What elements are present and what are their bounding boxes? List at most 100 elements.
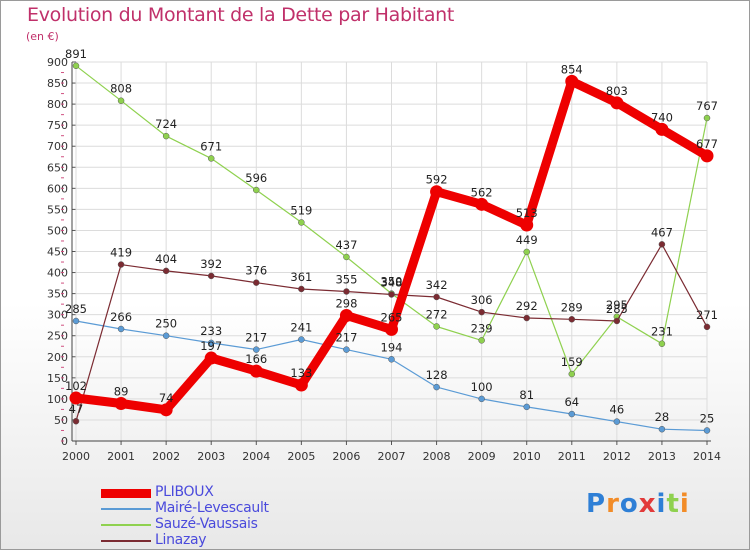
data-label-3-7: 348 xyxy=(381,275,403,289)
data-label-0-10: 513 xyxy=(516,206,538,220)
data-label-0-12: 803 xyxy=(606,84,628,98)
data-point-1-7 xyxy=(388,356,395,363)
data-label-3-6: 355 xyxy=(335,273,357,287)
data-label-3-9: 306 xyxy=(471,293,493,307)
data-label-2-3: 671 xyxy=(200,139,222,153)
data-point-1-10 xyxy=(523,403,530,411)
data-label-3-12: 285 xyxy=(606,302,628,316)
legend-swatch xyxy=(101,540,151,542)
data-label-1-4: 217 xyxy=(245,331,267,345)
data-point-2-14 xyxy=(703,114,711,122)
logo-letter: t xyxy=(666,489,680,519)
data-point-2-5 xyxy=(298,219,305,226)
data-point-0-6 xyxy=(339,309,353,323)
data-point-3-12 xyxy=(613,317,621,325)
data-point-0-3 xyxy=(204,351,218,365)
data-point-1-13 xyxy=(658,425,666,433)
data-point-1-8 xyxy=(433,383,440,391)
data-label-1-11: 64 xyxy=(564,395,579,409)
x-tick-label-2011: 2011 xyxy=(558,450,586,463)
data-label-3-5: 361 xyxy=(290,270,312,284)
data-label-1-6: 217 xyxy=(335,331,357,345)
y-tick-label-600: 600 xyxy=(47,182,68,195)
data-point-2-9 xyxy=(478,337,485,344)
data-point-2-2 xyxy=(162,132,170,140)
data-label-0-11: 854 xyxy=(561,62,583,76)
data-label-1-10: 81 xyxy=(519,388,534,402)
legend-label: Sauzé-Vaussais xyxy=(155,516,258,532)
data-label-0-4: 166 xyxy=(245,352,267,366)
x-tick-label-2001: 2001 xyxy=(107,450,135,463)
data-label-2-4: 596 xyxy=(245,171,267,185)
data-point-0-5 xyxy=(294,378,308,392)
y-tick-label-450: 450 xyxy=(47,246,68,259)
data-point-1-12 xyxy=(613,418,621,425)
data-label-2-11: 159 xyxy=(561,355,583,369)
data-point-2-1 xyxy=(117,97,125,104)
data-label-2-12: 295 xyxy=(606,298,628,312)
data-point-1-11 xyxy=(568,410,576,418)
data-label-0-9: 562 xyxy=(471,185,493,199)
legend-label: Linazay xyxy=(155,532,207,548)
data-point-0-4 xyxy=(249,364,263,378)
data-point-3-3 xyxy=(207,272,215,280)
data-point-3-0 xyxy=(72,417,80,425)
data-point-2-13 xyxy=(658,340,666,347)
legend-entry-2: Sauzé-Vaussais xyxy=(101,516,331,533)
data-point-1-0 xyxy=(72,317,80,325)
data-label-3-13: 467 xyxy=(651,225,673,239)
chart-title: Evolution du Montant de la Dette par Hab… xyxy=(27,4,455,26)
y-tick-label-400: 400 xyxy=(47,267,68,280)
data-label-0-2: 74 xyxy=(159,391,174,405)
x-tick-label-2002: 2002 xyxy=(152,450,180,463)
data-point-3-9 xyxy=(478,308,485,316)
data-label-0-1: 89 xyxy=(114,385,129,399)
y-tick-label-500: 500 xyxy=(47,224,68,237)
x-tick-label-2004: 2004 xyxy=(242,450,270,463)
x-tick-label-2007: 2007 xyxy=(378,450,406,463)
data-point-0-9 xyxy=(475,197,489,211)
data-point-0-2 xyxy=(159,403,173,417)
data-point-3-6 xyxy=(343,288,350,295)
data-label-3-1: 419 xyxy=(110,246,132,260)
data-label-3-11: 289 xyxy=(561,300,583,314)
data-label-0-5: 133 xyxy=(290,366,312,380)
data-point-3-5 xyxy=(298,285,305,293)
data-label-1-3: 233 xyxy=(200,324,222,338)
x-tick-label-2008: 2008 xyxy=(423,450,451,463)
data-point-1-5 xyxy=(298,336,305,343)
data-point-3-8 xyxy=(433,293,440,301)
y-tick-label-150: 150 xyxy=(47,372,68,385)
data-label-3-10: 292 xyxy=(516,299,538,313)
x-tick-label-2003: 2003 xyxy=(197,450,225,463)
data-label-1-2: 250 xyxy=(155,317,177,331)
legend-swatch xyxy=(101,488,151,498)
data-label-1-7: 194 xyxy=(381,340,403,354)
data-point-1-4 xyxy=(253,346,260,353)
data-point-3-4 xyxy=(253,279,260,286)
legend-entry-3: Linazay xyxy=(101,532,331,549)
data-point-1-14 xyxy=(703,427,711,434)
data-point-3-10 xyxy=(523,314,530,322)
data-label-2-14: 767 xyxy=(696,99,718,113)
data-point-2-8 xyxy=(433,323,440,330)
x-tick-label-2006: 2006 xyxy=(332,450,360,463)
proxiti-logo: Proxiti xyxy=(586,489,690,519)
data-point-1-9 xyxy=(478,395,485,403)
data-label-0-7: 265 xyxy=(381,310,403,324)
y-tick-label-300: 300 xyxy=(47,309,68,322)
data-point-1-6 xyxy=(343,346,350,353)
data-label-2-0: 891 xyxy=(65,47,87,61)
data-point-0-0 xyxy=(69,391,83,405)
data-point-2-10 xyxy=(523,248,530,256)
data-label-0-3: 197 xyxy=(200,339,222,353)
data-label-2-7: 350 xyxy=(381,275,403,289)
data-label-2-2: 724 xyxy=(155,117,177,131)
data-point-0-8 xyxy=(430,185,444,199)
data-label-1-14: 25 xyxy=(700,411,715,425)
data-label-0-14: 677 xyxy=(696,137,718,151)
y-tick-label-550: 550 xyxy=(47,203,68,216)
y-tick-label-650: 650 xyxy=(47,161,68,174)
